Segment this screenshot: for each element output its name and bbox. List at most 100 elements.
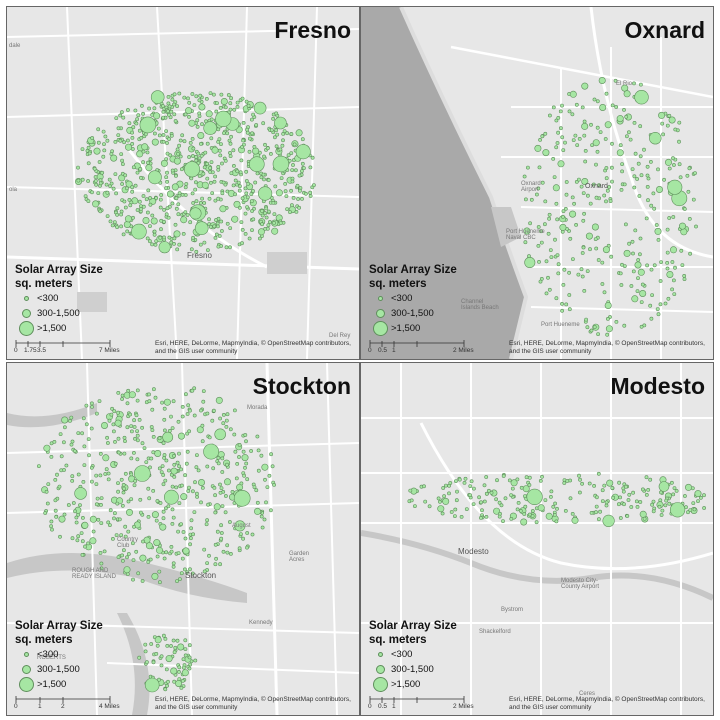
solar-array-marker — [560, 103, 564, 108]
solar-array-marker — [251, 112, 256, 117]
solar-array-marker — [150, 213, 155, 218]
solar-array-marker — [160, 400, 165, 405]
fresno-map[interactable] — [7, 7, 359, 359]
solar-array-marker — [255, 434, 260, 439]
solar-array-marker — [93, 179, 98, 183]
solar-array-marker — [80, 431, 85, 436]
solar-array-marker — [469, 479, 474, 484]
solar-array-marker — [581, 218, 586, 223]
solar-array-marker — [52, 440, 57, 444]
solar-array-marker — [76, 165, 80, 170]
map-panel-fresno: Fresno Fresno dale Del Rey ola Solar Arr… — [6, 6, 360, 360]
legend-label: <300 — [37, 649, 59, 660]
solar-array-marker — [529, 197, 534, 202]
solar-array-marker — [409, 498, 414, 503]
solar-array-marker — [142, 217, 150, 225]
solar-array-marker — [290, 168, 295, 173]
solar-array-marker — [665, 123, 670, 128]
solar-array-marker — [259, 514, 264, 519]
solar-array-marker — [632, 174, 637, 179]
solar-array-marker — [87, 151, 92, 156]
solar-array-marker — [563, 206, 568, 211]
solar-array-marker — [179, 685, 184, 690]
solar-array-marker — [530, 509, 535, 513]
solar-array-marker — [70, 474, 75, 479]
solar-array-marker — [581, 82, 589, 90]
modesto-map[interactable] — [361, 363, 713, 715]
solar-array-marker — [159, 523, 167, 531]
solar-array-marker — [270, 464, 275, 469]
solar-array-marker — [211, 92, 216, 97]
solar-array-marker — [175, 147, 180, 152]
solar-array-marker — [678, 222, 686, 230]
solar-array-marker — [605, 316, 610, 321]
solar-array-marker — [198, 93, 203, 98]
solar-array-marker — [177, 242, 182, 247]
solar-array-marker — [249, 156, 265, 172]
solar-array-marker — [115, 212, 120, 217]
solar-array-marker — [254, 507, 262, 515]
solar-array-marker — [130, 185, 135, 190]
solar-array-marker — [555, 506, 559, 511]
solar-array-marker — [133, 436, 137, 441]
solar-array-marker — [593, 237, 598, 242]
solar-array-marker — [131, 223, 147, 240]
oxnard-map[interactable] — [361, 7, 713, 359]
solar-array-marker — [166, 95, 171, 99]
solar-array-marker — [538, 479, 543, 483]
solar-array-marker — [136, 150, 144, 158]
solar-array-marker — [638, 82, 643, 87]
solar-array-marker — [187, 155, 192, 159]
solar-array-marker — [636, 258, 641, 262]
solar-array-marker — [186, 96, 190, 101]
solar-array-marker — [98, 209, 103, 214]
solar-array-marker — [539, 240, 544, 245]
solar-array-marker — [83, 544, 87, 549]
solar-array-marker — [527, 512, 532, 517]
solar-array-marker — [177, 577, 182, 582]
solar-array-marker — [527, 483, 532, 487]
solar-array-marker — [129, 472, 134, 477]
solar-array-marker — [180, 405, 185, 409]
solar-array-marker — [522, 174, 527, 179]
solar-array-marker — [49, 524, 54, 529]
solar-array-marker — [291, 195, 296, 200]
solar-array-marker — [241, 454, 249, 462]
solar-array-marker — [235, 462, 240, 466]
solar-array-marker — [235, 169, 240, 174]
solar-array-marker — [129, 497, 134, 502]
solar-array-marker — [102, 142, 106, 147]
solar-array-marker — [135, 208, 140, 212]
solar-array-marker — [449, 510, 454, 514]
solar-array-marker — [625, 514, 630, 518]
solar-array-marker — [634, 261, 642, 269]
solar-array-marker — [181, 657, 186, 662]
solar-array-marker — [159, 470, 164, 475]
solar-array-marker — [81, 416, 86, 421]
solar-array-marker — [183, 210, 188, 215]
solar-array-marker — [548, 494, 553, 499]
solar-array-marker — [123, 471, 128, 476]
solar-array-marker — [146, 514, 151, 519]
solar-array-marker — [138, 510, 143, 515]
solar-array-marker — [82, 444, 87, 449]
solar-array-marker — [142, 446, 147, 451]
solar-array-marker — [217, 234, 222, 238]
solar-array-marker — [44, 489, 49, 494]
solar-array-marker — [187, 485, 191, 490]
solar-array-marker — [627, 241, 632, 246]
solar-array-marker — [279, 176, 284, 181]
solar-array-marker — [630, 167, 635, 172]
solar-array-marker — [147, 392, 151, 397]
stockton-map[interactable] — [7, 363, 359, 715]
solar-array-marker — [665, 260, 670, 265]
solar-array-marker — [581, 178, 589, 186]
solar-array-marker — [109, 181, 114, 186]
solar-array-marker — [546, 275, 550, 280]
place-label: Modesto City-County Airport — [561, 578, 600, 590]
solar-array-marker — [137, 128, 142, 133]
solar-array-marker — [605, 188, 610, 193]
solar-array-marker — [177, 191, 182, 196]
solar-array-marker — [658, 481, 670, 492]
solar-array-marker — [164, 550, 169, 555]
